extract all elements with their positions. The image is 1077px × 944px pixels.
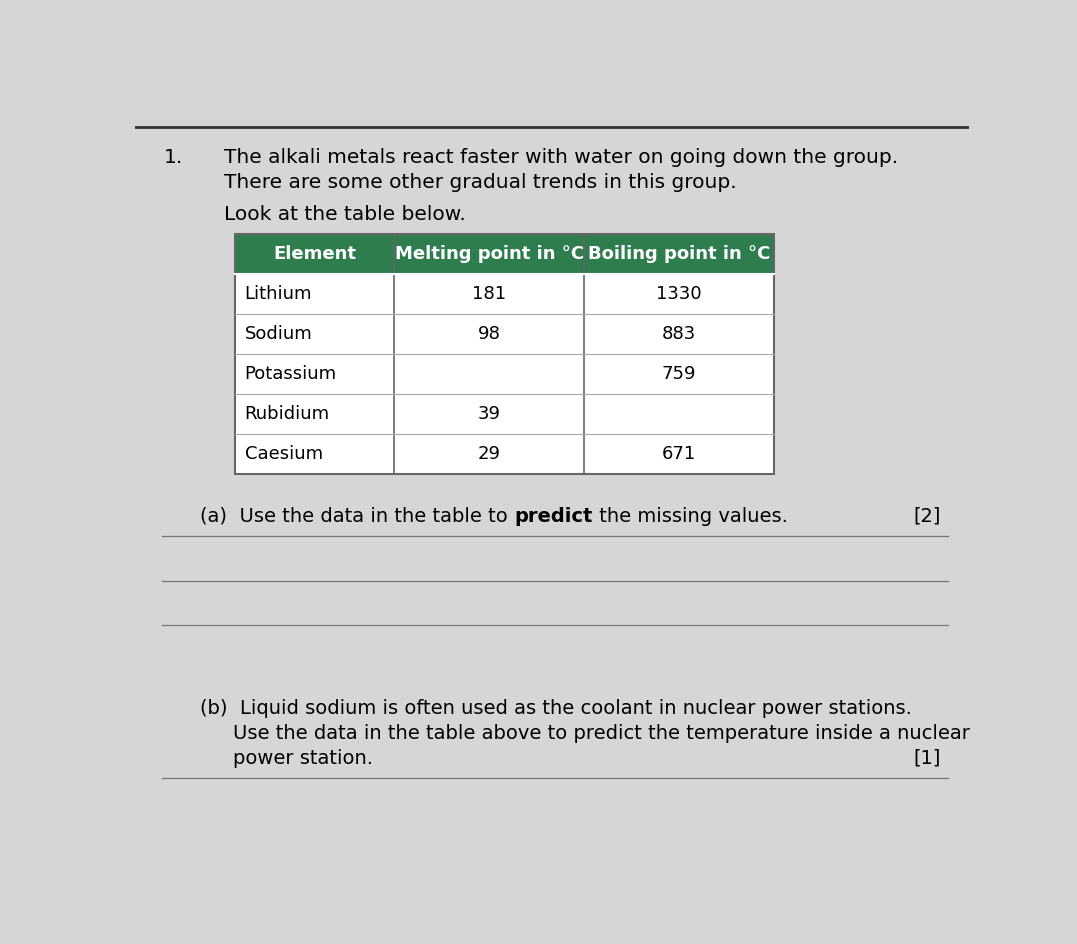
Text: Lithium: Lithium xyxy=(244,285,312,303)
Bar xyxy=(584,234,774,274)
Text: Potassium: Potassium xyxy=(244,365,337,383)
Text: Sodium: Sodium xyxy=(244,326,312,344)
Text: 1.: 1. xyxy=(164,148,183,167)
Text: Boiling point in °C: Boiling point in °C xyxy=(588,245,770,263)
Text: Melting point in °C: Melting point in °C xyxy=(394,245,584,263)
Text: (b)  Liquid sodium is often used as the coolant in nuclear power stations.: (b) Liquid sodium is often used as the c… xyxy=(200,700,912,718)
Bar xyxy=(236,234,774,475)
Bar xyxy=(584,395,774,434)
Bar xyxy=(236,354,394,395)
Text: 671: 671 xyxy=(662,446,696,464)
Text: the missing values.: the missing values. xyxy=(592,507,787,526)
Bar xyxy=(394,274,584,314)
Bar xyxy=(584,434,774,475)
Text: Rubidium: Rubidium xyxy=(244,405,330,423)
Text: Caesium: Caesium xyxy=(244,446,323,464)
Text: 39: 39 xyxy=(478,405,501,423)
Text: Look at the table below.: Look at the table below. xyxy=(224,205,465,224)
Bar xyxy=(394,314,584,354)
Bar xyxy=(394,234,584,274)
Text: power station.: power station. xyxy=(233,749,373,767)
Text: Use the data in the table above to predict the temperature inside a nuclear: Use the data in the table above to predi… xyxy=(233,724,970,743)
Bar xyxy=(236,395,394,434)
Text: predict: predict xyxy=(515,507,592,526)
Text: There are some other gradual trends in this group.: There are some other gradual trends in t… xyxy=(224,173,737,192)
Bar xyxy=(236,434,394,475)
Bar xyxy=(236,274,394,314)
Text: The alkali metals react faster with water on going down the group.: The alkali metals react faster with wate… xyxy=(224,148,898,167)
Text: (a)  Use the data in the table to: (a) Use the data in the table to xyxy=(200,507,515,526)
Text: 181: 181 xyxy=(472,285,506,303)
Text: Element: Element xyxy=(274,245,356,263)
Text: 883: 883 xyxy=(662,326,696,344)
Bar xyxy=(584,354,774,395)
Bar xyxy=(394,395,584,434)
Text: [1]: [1] xyxy=(913,749,940,767)
Bar xyxy=(584,314,774,354)
Bar xyxy=(394,434,584,475)
Text: 759: 759 xyxy=(661,365,697,383)
Bar xyxy=(584,274,774,314)
Bar xyxy=(394,354,584,395)
Bar xyxy=(236,234,394,274)
Text: 29: 29 xyxy=(478,446,501,464)
Text: [2]: [2] xyxy=(913,507,940,526)
Text: 1330: 1330 xyxy=(656,285,702,303)
Bar xyxy=(236,314,394,354)
Text: 98: 98 xyxy=(478,326,501,344)
